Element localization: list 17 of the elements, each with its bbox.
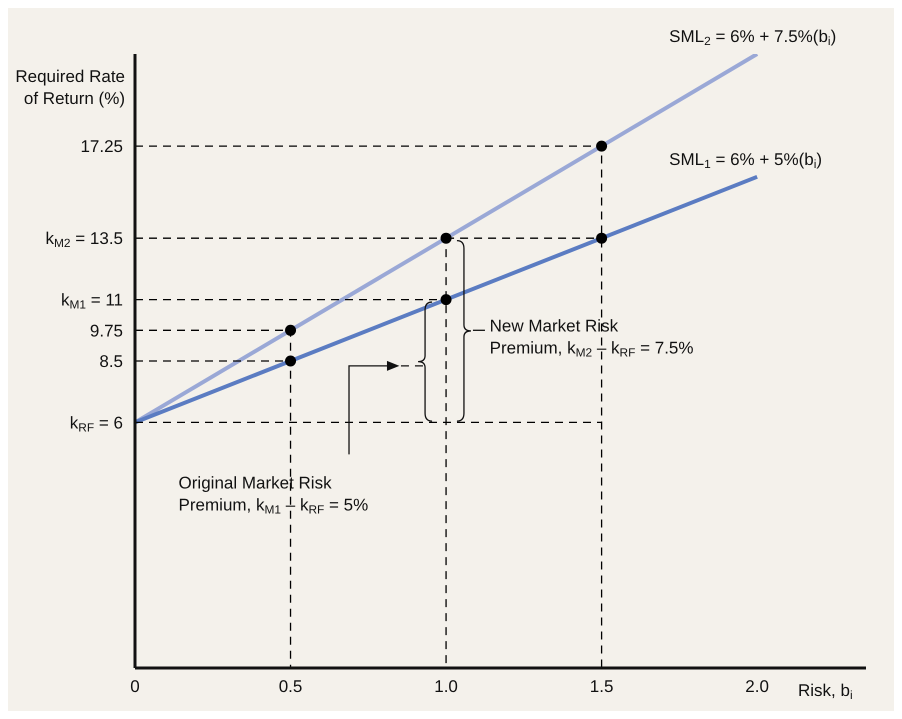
x-tick-label: 1.5 bbox=[590, 677, 614, 696]
series-label: SML$_{1}$ = 6% + 5%(b$_{i}$) bbox=[669, 150, 822, 171]
x-tick-label: 0.5 bbox=[278, 677, 302, 696]
y-tick-label: 8.5 bbox=[99, 352, 123, 371]
x-tick-label: 0 bbox=[130, 677, 140, 696]
x-axis-title: Risk, b$_{i}$ bbox=[798, 681, 853, 702]
x-tick-label: 1.0 bbox=[434, 677, 458, 696]
y-axis-title: Required Rate of Return (%) bbox=[15, 67, 125, 108]
y-tick-label: 17.25 bbox=[80, 137, 123, 156]
x-tick-label: 2.0 bbox=[745, 677, 769, 696]
y-tick-label: k$_{M2}$ = 13.5 bbox=[46, 229, 123, 250]
y-tick-label: k$_{RF}$ = 6 bbox=[70, 413, 123, 434]
y-tick-label: 9.75 bbox=[90, 321, 123, 340]
y-tick-label: k$_{M1}$ = 11 bbox=[60, 290, 123, 312]
annotation: New Market Risk Premium, k$_{M2}$ – k$_{RF}$ = 7.5% bbox=[490, 316, 694, 360]
series-label: SML$_{2}$ = 6% + 7.5%(b$_{i}$) bbox=[669, 27, 836, 48]
annotation: Original Market Risk Premium, k$_{M1}$ – k$_{RF}$ = 5% bbox=[178, 474, 368, 517]
